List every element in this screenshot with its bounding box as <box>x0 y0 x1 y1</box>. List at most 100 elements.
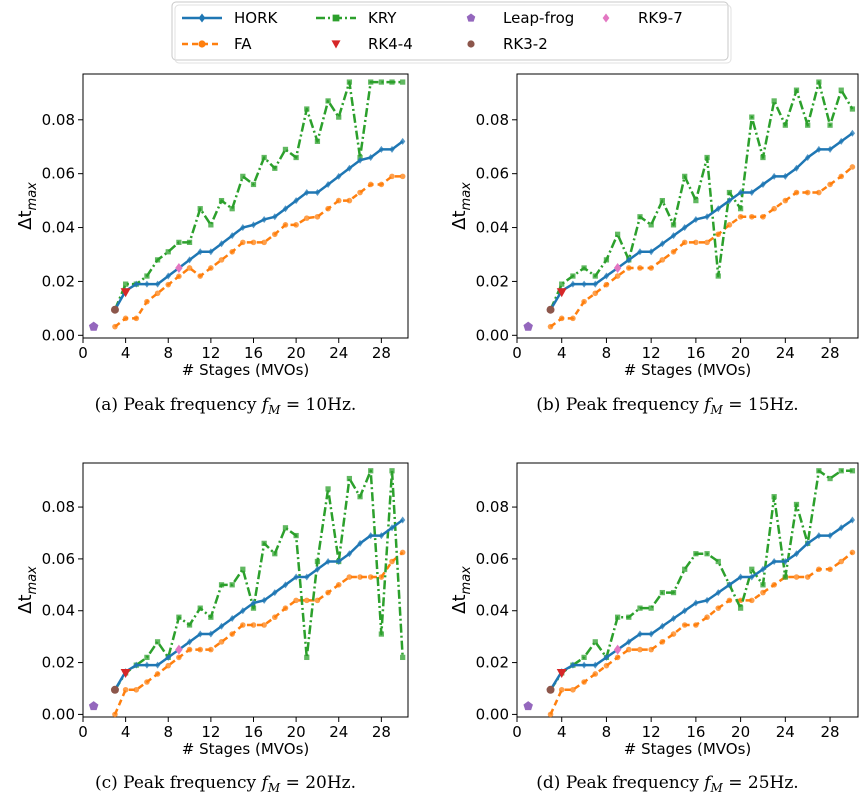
x-tick-label: 28 <box>821 723 840 741</box>
plot-frame <box>516 73 859 339</box>
y-tick-label: 0.06 <box>476 165 509 183</box>
data-point <box>648 646 654 653</box>
x-tick-label: 12 <box>642 344 661 362</box>
data-point <box>760 154 766 161</box>
data-point <box>122 315 129 322</box>
data-point <box>715 273 721 279</box>
data-point <box>670 232 677 240</box>
data-point <box>389 173 395 180</box>
data-point <box>304 106 310 112</box>
data-point <box>261 154 267 161</box>
data-point <box>648 248 654 256</box>
data-point <box>261 215 267 223</box>
y-tick-label: 0.02 <box>42 272 75 290</box>
data-point <box>570 661 576 669</box>
data-point <box>793 574 800 580</box>
data-point <box>400 516 406 524</box>
y-tick-label: 0.02 <box>476 272 509 290</box>
data-point <box>626 646 632 653</box>
data-point <box>261 239 267 246</box>
data-point <box>659 197 665 204</box>
data-point <box>304 654 310 661</box>
data-point <box>613 644 622 655</box>
data-point <box>749 189 755 197</box>
series-line <box>114 175 403 328</box>
data-point <box>546 685 555 694</box>
data-point <box>282 205 289 213</box>
data-point <box>186 265 193 271</box>
series-kry <box>112 79 406 313</box>
data-point <box>112 711 118 718</box>
data-point <box>849 468 856 474</box>
data-point <box>357 156 363 164</box>
data-point <box>838 524 844 532</box>
data-point <box>122 686 129 693</box>
data-point <box>229 582 235 588</box>
data-point <box>314 597 321 604</box>
data-point <box>682 224 688 232</box>
y-tick-label: 0.00 <box>476 326 509 344</box>
data-point <box>715 589 721 597</box>
data-point <box>682 173 688 179</box>
data-point <box>175 262 183 273</box>
data-point <box>771 557 777 565</box>
chart-panels: 0 4 8 12 16 20 24 28 0.00 0.02 0.04 0.06 0.08 # Stage… <box>15 73 859 795</box>
data-point <box>133 315 140 322</box>
data-point <box>637 265 643 271</box>
legend-label: HORK <box>234 9 279 27</box>
data-point <box>133 661 139 669</box>
x-tick-label: 0 <box>512 723 522 741</box>
data-point <box>176 614 182 620</box>
series-line <box>549 80 854 311</box>
x-tick-label: 28 <box>372 723 391 741</box>
series-line <box>113 140 404 311</box>
data-point <box>614 654 621 661</box>
data-point <box>693 551 699 557</box>
data-point <box>581 280 587 288</box>
data-point <box>581 654 587 661</box>
data-point <box>637 214 643 220</box>
data-point <box>603 257 610 263</box>
data-point <box>771 172 777 180</box>
y-tick-label: 0.06 <box>42 165 75 183</box>
data-point <box>838 87 844 93</box>
data-point <box>614 231 621 237</box>
series-rk4-4 <box>556 668 567 678</box>
data-point <box>325 589 331 596</box>
data-point <box>838 137 844 145</box>
data-point <box>261 540 267 546</box>
data-point <box>208 222 214 228</box>
data-point <box>144 661 150 669</box>
x-tick-label: 16 <box>686 723 705 741</box>
data-point <box>581 265 587 271</box>
data-point <box>120 288 131 298</box>
data-point <box>165 281 172 288</box>
x-tick-label: 0 <box>78 344 88 362</box>
data-point <box>389 468 395 474</box>
legend-label: KRY <box>368 9 397 27</box>
data-point <box>112 323 118 330</box>
data-point <box>592 671 599 677</box>
series-kry <box>547 79 856 313</box>
data-point <box>816 566 822 573</box>
data-point <box>154 280 161 288</box>
data-point <box>626 614 632 620</box>
data-point <box>357 189 363 196</box>
legend-label: Leap-frog <box>503 9 574 27</box>
data-point <box>592 661 598 669</box>
data-point <box>681 239 688 246</box>
legend-marker <box>466 13 476 22</box>
plot-frame <box>516 462 859 718</box>
data-point <box>693 197 699 204</box>
series-hork <box>112 137 406 314</box>
data-point <box>726 581 733 589</box>
data-point <box>760 213 766 220</box>
data-point <box>648 605 654 611</box>
data-point <box>208 630 214 638</box>
data-point <box>816 189 822 196</box>
data-point <box>637 248 643 256</box>
data-point <box>176 239 182 245</box>
x-tick-label: 8 <box>602 723 612 741</box>
y-tick-label: 0.02 <box>42 654 75 672</box>
